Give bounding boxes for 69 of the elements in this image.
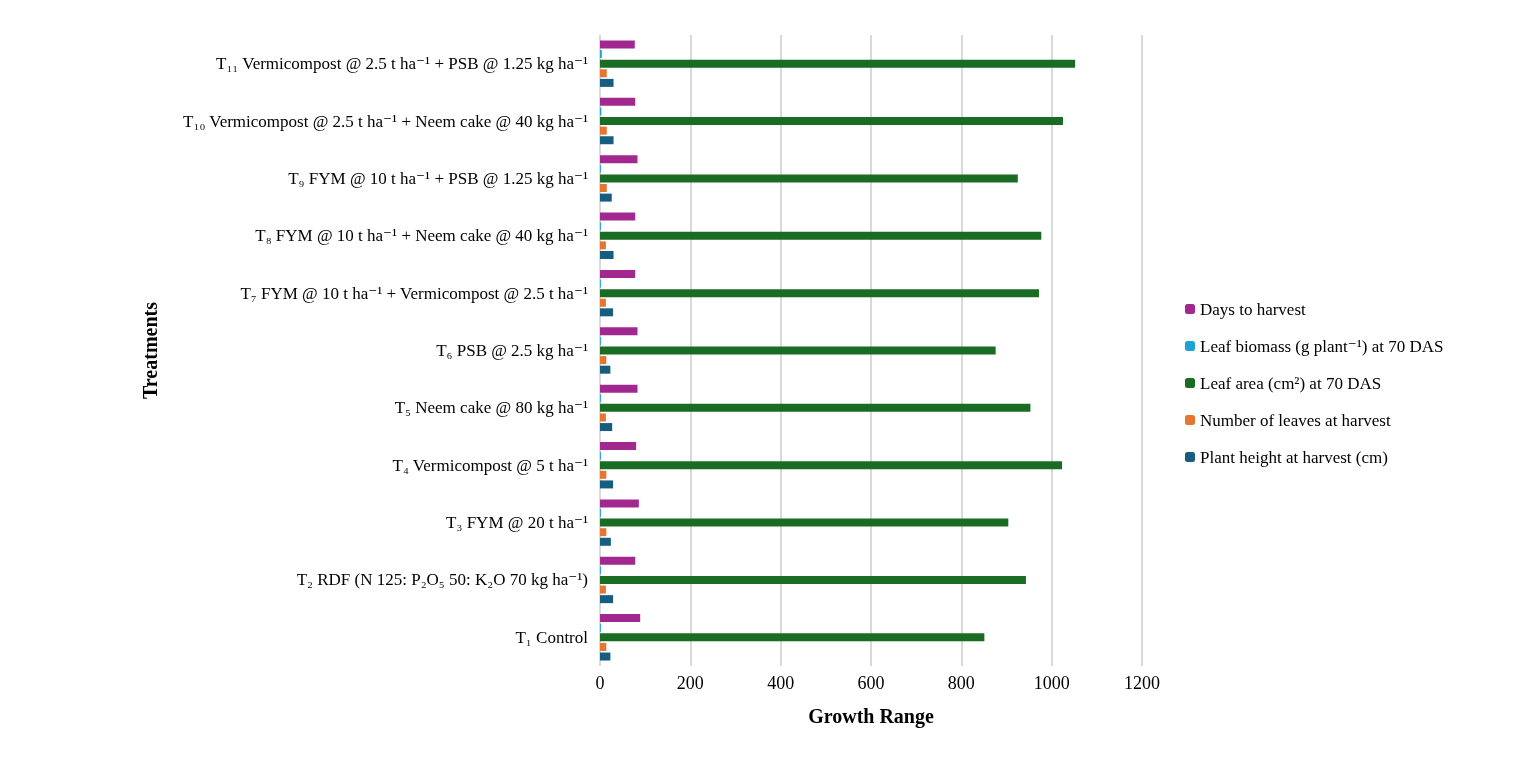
x-tick-label: 0 — [595, 673, 605, 693]
bar — [600, 241, 606, 250]
bar — [600, 59, 1076, 68]
x-tick-label: 1000 — [1033, 673, 1070, 693]
bar — [600, 413, 606, 422]
bar — [600, 556, 636, 565]
bar — [600, 480, 614, 489]
bar — [600, 231, 1042, 240]
bar — [600, 537, 611, 546]
y-tick-label: T₁ Control — [515, 627, 589, 647]
bar — [600, 461, 1063, 470]
bar — [600, 642, 607, 651]
bar — [600, 78, 614, 87]
y-tick-label: T₉ FYM @ 10 t ha⁻¹ + PSB @ 1.25 kg ha⁻¹ — [288, 168, 588, 188]
bar — [600, 384, 638, 393]
bar — [600, 174, 1018, 183]
x-tick-label: 1200 — [1124, 673, 1160, 693]
bar — [600, 356, 607, 365]
x-tick-label: 400 — [767, 673, 795, 693]
y-tick-label: T₁₀ Vermicompost @ 2.5 t ha⁻¹ + Neem cake @ 40 kg ha⁻¹ — [183, 111, 588, 131]
bar — [600, 575, 1026, 584]
bar — [600, 614, 641, 623]
bar — [600, 117, 1063, 126]
bar — [600, 126, 607, 135]
y-tick-label: T₃ FYM @ 20 t ha⁻¹ — [446, 513, 588, 533]
legend-label: Leaf area (cm²) at 70 DAS — [1200, 373, 1382, 393]
bar — [600, 585, 606, 594]
legend-label: Leaf biomass (g plant⁻¹) at 70 DAS — [1200, 336, 1444, 356]
y-tick-label: T₂ RDF (N 125: P₂O₅ 50: K₂O 70 kg ha⁻¹) — [296, 570, 588, 590]
bar — [600, 403, 1031, 412]
bar — [600, 193, 612, 202]
legend-label: Days to harvest — [1200, 299, 1307, 319]
bar — [600, 365, 611, 374]
x-axis-title: Growth Range — [808, 705, 934, 728]
bar — [600, 470, 607, 479]
bar — [600, 136, 614, 145]
y-tick-label: T₈ FYM @ 10 t ha⁻¹ + Neem cake @ 40 kg ha⁻¹ — [255, 226, 588, 246]
bar — [600, 528, 607, 537]
bar — [600, 595, 614, 604]
bar — [600, 97, 636, 106]
legend-label: Plant height at harvest (cm) — [1200, 447, 1388, 467]
y-tick-label: T₅ Neem cake @ 80 kg ha⁻¹ — [394, 398, 588, 418]
bar — [600, 327, 638, 336]
bar — [600, 346, 996, 355]
bar — [600, 499, 639, 508]
y-tick-label: T₆ PSB @ 2.5 kg ha⁻¹ — [436, 341, 588, 360]
bar — [600, 518, 1009, 527]
x-tick-label: 600 — [857, 673, 885, 693]
bar — [600, 423, 613, 432]
bar — [600, 250, 614, 259]
bar — [600, 652, 611, 661]
y-tick-label: T₇ FYM @ 10 t ha⁻¹ + Vermicompost @ 2.5 t ha⁻¹ — [240, 283, 588, 303]
bar — [600, 184, 607, 193]
y-tick-label: T₄ Vermicompost @ 5 t ha⁻¹ — [392, 455, 588, 475]
bar — [600, 155, 638, 164]
bar — [600, 40, 635, 49]
x-tick-label: 200 — [676, 673, 704, 693]
x-tick-label: 800 — [947, 673, 975, 693]
bar — [600, 308, 614, 317]
legend-label: Number of leaves at harvest — [1200, 410, 1391, 430]
bar — [600, 69, 607, 78]
bar — [600, 442, 637, 451]
bar — [600, 212, 636, 221]
y-axis-title: Treatments — [139, 301, 161, 400]
bar — [600, 289, 1040, 298]
bar — [600, 269, 636, 278]
bar — [600, 633, 985, 642]
bar — [600, 298, 606, 307]
y-tick-label: T₁₁ Vermicompost @ 2.5 t ha⁻¹ + PSB @ 1.25 kg ha⁻¹ — [216, 54, 588, 74]
